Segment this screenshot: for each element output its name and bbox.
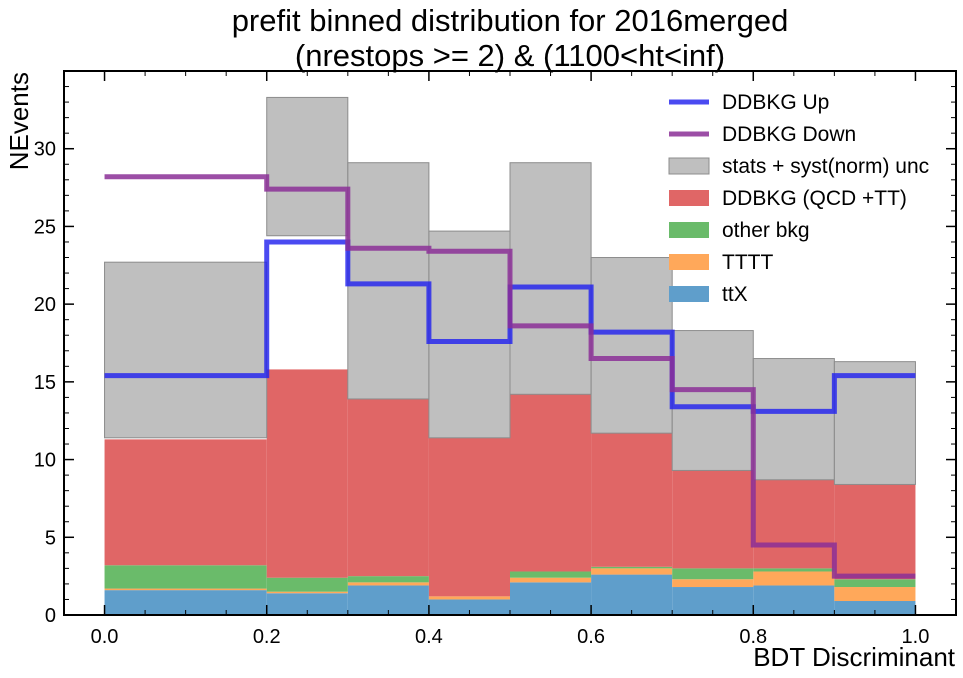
uncertainty-band-bin-8 <box>833 361 916 485</box>
plot-frame <box>63 70 957 616</box>
bar-tttt-bin-6 <box>672 579 754 588</box>
legend-swatch-ddbkg-qcd-tt <box>669 190 709 206</box>
bar-other-bkg-bin-8 <box>834 579 916 588</box>
bar-ddbkg-qcd-tt-bin-4 <box>510 394 592 572</box>
legend-swatch-tttt <box>669 254 709 270</box>
chart-title-line-2: (nrestops >= 2) & (1100<ht<inf) <box>295 38 725 73</box>
uncertainty-band-bin-7 <box>752 358 835 481</box>
bar-tttt-bin-3 <box>428 596 510 600</box>
y-axis-label: NEvents <box>4 72 34 170</box>
bar-other-bkg-bin-5 <box>591 566 673 569</box>
bar-other-bkg-bin-2 <box>347 576 429 583</box>
uncertainty-band-bin-6 <box>671 330 754 471</box>
x-tick-label: 0.0 <box>91 626 119 648</box>
legend-label-stats-syst-norm-unc: stats + syst(norm) unc <box>722 155 929 178</box>
x-tick-label: 0.6 <box>577 626 605 648</box>
legend-label-ttx: ttX <box>722 283 748 306</box>
y-tick-label: 30 <box>34 139 56 161</box>
bar-tttt-bin-5 <box>591 568 673 575</box>
uncertainty-band-bin-5 <box>590 257 673 434</box>
y-tick-label: 15 <box>34 372 56 394</box>
x-tick-label: 0.8 <box>739 626 767 648</box>
bar-ddbkg-qcd-tt-bin-5 <box>591 433 673 567</box>
bar-tttt-bin-0 <box>104 588 267 591</box>
bar-ddbkg-qcd-tt-bin-7 <box>753 479 835 569</box>
axis-ticks: 0.0 0.2 0.4 0.6 0.8 1.0 0 5 10 15 20 25 30 <box>34 71 957 648</box>
x-tick-label: 1.0 <box>902 626 930 648</box>
bar-tttt-bin-7 <box>753 571 835 586</box>
x-axis-label: BDT Discriminant <box>753 642 956 672</box>
uncertainty-band-bin-4 <box>509 162 592 395</box>
bar-ddbkg-qcd-tt-bin-0 <box>104 439 267 566</box>
y-tick-label: 5 <box>45 527 56 549</box>
y-tick-label: 10 <box>34 450 56 472</box>
legend-label-ddbkg-down: DDBKG Down <box>722 123 856 146</box>
bar-ddbkg-qcd-tt-bin-1 <box>266 369 348 578</box>
line-ddbkg-down <box>104 174 916 579</box>
legend-swatch-stats-syst-norm-unc <box>668 157 710 175</box>
bar-ttx-bin-1 <box>266 593 348 615</box>
uncertainty-band-bin-3 <box>428 230 511 439</box>
legend-label-ddbkg-qcd-tt: DDBKG (QCD +TT) <box>722 187 907 210</box>
bar-tttt-bin-8 <box>834 587 916 602</box>
chart-title-line-1: prefit binned distribution for 2016merge… <box>232 3 789 38</box>
bar-other-bkg-bin-6 <box>672 568 754 580</box>
uncertainty-band-bin-2 <box>347 162 430 400</box>
bar-ddbkg-qcd-tt-bin-2 <box>347 398 429 577</box>
legend-label-tttt: TTTT <box>722 251 773 274</box>
bar-ttx-bin-5 <box>591 574 673 615</box>
plot-area <box>104 96 916 615</box>
y-tick-label: 25 <box>34 216 56 238</box>
bar-tttt-bin-1 <box>266 591 348 594</box>
bar-tttt-bin-4 <box>510 577 592 583</box>
x-tick-label: 0.2 <box>253 626 281 648</box>
y-tick-label: 0 <box>45 605 56 627</box>
legend: DDBKG Up DDBKG Down stats + syst(norm) unc… <box>668 91 929 306</box>
bar-other-bkg-bin-1 <box>266 577 348 592</box>
bar-other-bkg-bin-7 <box>753 568 835 572</box>
bar-ttx-bin-8 <box>834 601 916 615</box>
x-tick-label: 0.4 <box>415 626 443 648</box>
legend-swatch-other-bkg <box>669 222 709 238</box>
legend-label-other-bkg: other bkg <box>722 219 810 242</box>
bar-other-bkg-bin-0 <box>104 565 267 589</box>
bar-ttx-bin-3 <box>428 599 510 615</box>
bar-ddbkg-qcd-tt-bin-6 <box>672 470 754 569</box>
legend-swatch-ttx <box>669 286 709 302</box>
bar-tttt-bin-2 <box>347 582 429 586</box>
bar-ddbkg-qcd-tt-bin-8 <box>834 484 916 580</box>
bar-ddbkg-qcd-tt-bin-3 <box>428 437 510 597</box>
legend-label-ddbkg-up: DDBKG Up <box>722 91 829 114</box>
y-tick-label: 20 <box>34 294 56 316</box>
uncertainty-band-bin-1 <box>266 96 349 237</box>
bar-other-bkg-bin-4 <box>510 571 592 578</box>
uncertainty-band-bin-0 <box>104 261 268 439</box>
line-ddbkg-up <box>104 239 916 414</box>
bar-ttx-bin-4 <box>510 582 592 615</box>
